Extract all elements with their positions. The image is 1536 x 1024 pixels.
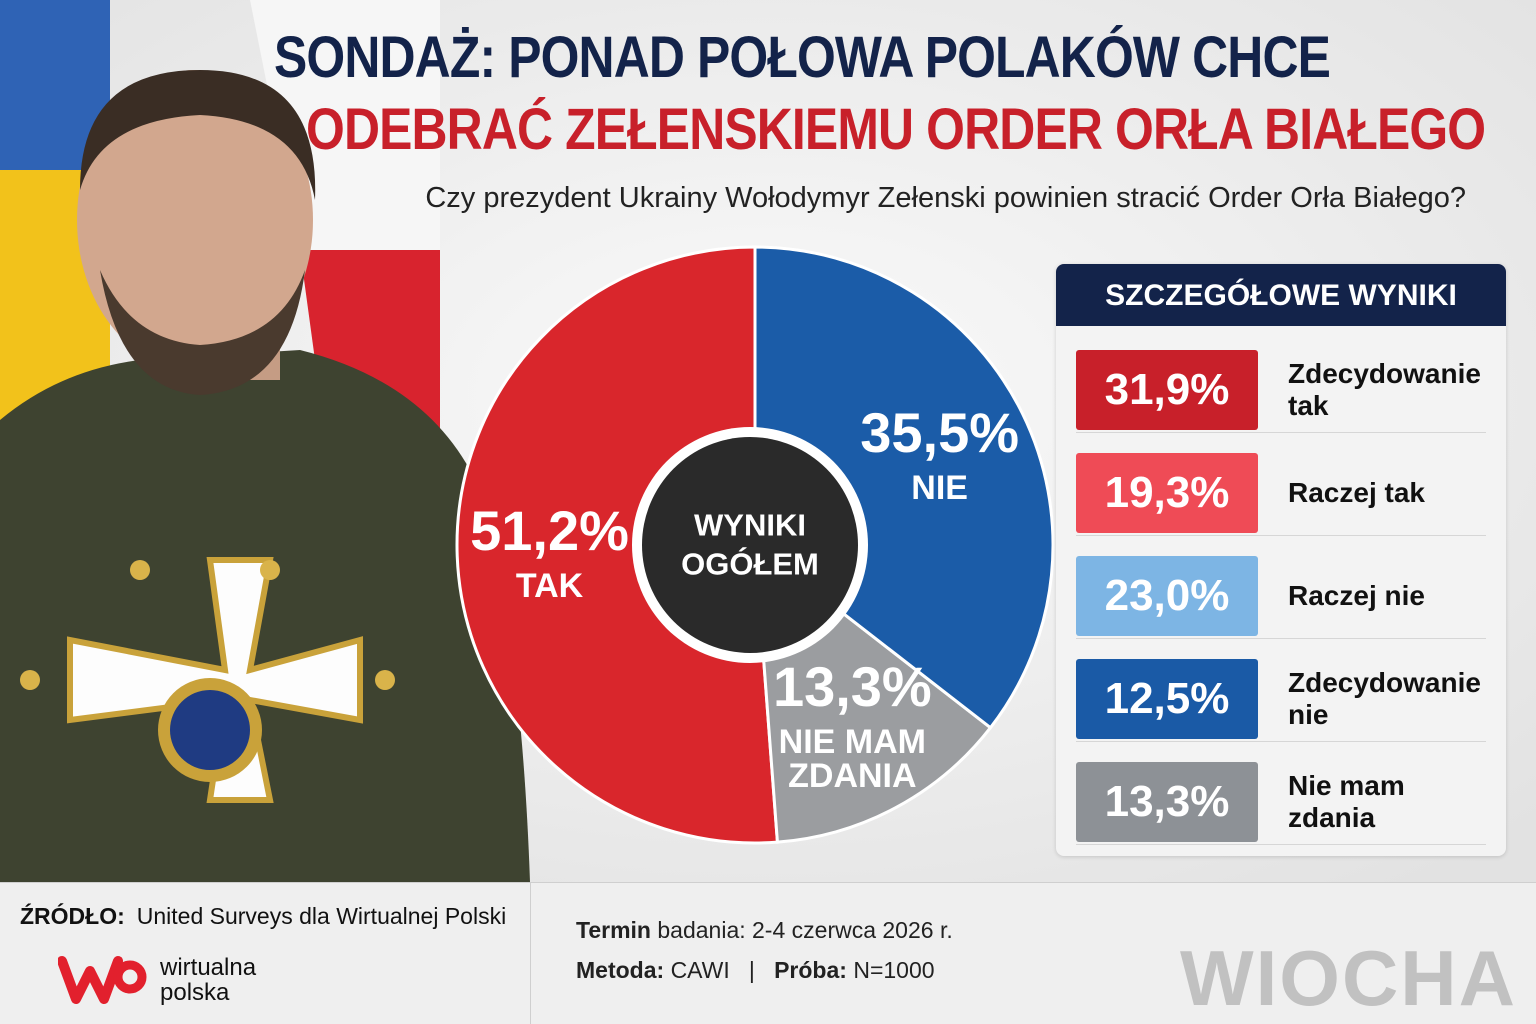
question: Czy prezydent Ukrainy Wołodymyr Zełenski… (425, 182, 1466, 214)
slice-value: 13,3% (772, 655, 932, 719)
pie-slice (753, 245, 1055, 730)
method-label: Metoda: (576, 957, 665, 983)
detail-value: 13,3% (1076, 762, 1258, 842)
center-label: WYNIKI OGÓŁEM (681, 507, 819, 581)
hair (80, 70, 316, 200)
source-label: ŹRÓDŁO: (20, 903, 125, 929)
detail-label: Nie mam zdania (1288, 769, 1405, 833)
slice-value: 35,5% (860, 400, 1020, 464)
source: ŹRÓDŁO: United Surveys dla Wirtualnej Pol… (20, 903, 506, 930)
beard (100, 270, 305, 395)
details-panel: SZCZEGÓŁOWE WYNIKI 31,9% Zdecydowanie tak… (1056, 264, 1506, 856)
slice-label: 35,5% NIE (830, 400, 1050, 507)
survey-date: Termin badania: 2-4 czerwca 2026 r. (576, 917, 953, 944)
detail-value: 19,3% (1076, 453, 1258, 533)
sample-text: N=1000 (853, 957, 935, 983)
detail-row: 31,9% Zdecydowanie tak (1076, 348, 1486, 433)
detail-row: 13,3% Nie mam zdania (1076, 760, 1486, 845)
wp-logo (58, 956, 147, 1004)
detail-label: Raczej tak (1288, 476, 1425, 508)
details-title: SZCZEGÓŁOWE WYNIKI (1056, 264, 1506, 326)
publisher-line: polska (160, 979, 230, 1007)
detail-row: 23,0% Raczej nie (1076, 554, 1486, 639)
slice-label: 13,3% NIE MAM ZDANIA (742, 655, 962, 796)
title-line-1: SONDAŻ: PONAD POŁOWA POLAKÓW CHCE (274, 25, 1331, 90)
date-text: badania: 2-4 czerwca 2026 r. (657, 917, 953, 943)
detail-row: 12,5% Zdecydowanie nie (1076, 657, 1486, 742)
medal (20, 557, 395, 803)
slice-value: 51,2% (470, 498, 629, 562)
detail-label: Zdecydowanie tak (1288, 357, 1481, 421)
detail-value: 23,0% (1076, 556, 1258, 636)
detail-value: 12,5% (1076, 659, 1258, 739)
detail-label: Zdecydowanie nie (1288, 666, 1481, 730)
slice-category: TAK (515, 566, 584, 605)
detail-row: 19,3% Raczej tak (1076, 451, 1486, 536)
publisher-line: wirtualna (160, 954, 257, 981)
detail-value: 31,9% (1076, 350, 1258, 430)
source-text: United Surveys dla Wirtualnej Polski (136, 903, 507, 929)
face (77, 70, 313, 370)
publisher: wirtualna polska (160, 954, 257, 1007)
slice-category: NIE (911, 468, 968, 507)
slice-label: 51,2% TAK (440, 498, 660, 605)
pie-chart (455, 245, 1055, 845)
pie-slice (455, 245, 780, 845)
slice-category: NIE MAM ZDANIA (778, 723, 926, 796)
survey-method: Metoda: CAWI | Próba: N=1000 (576, 957, 935, 983)
separator (530, 883, 531, 1024)
sample-label: Próba: (774, 957, 847, 983)
sweater (0, 350, 530, 882)
watermark: WIOCHA (1180, 934, 1517, 1022)
method-text: CAWI (670, 957, 730, 983)
footer: ŹRÓDŁO: United Surveys dla Wirtualnej Pol… (0, 882, 1536, 1024)
title-line-2: ODEBRAĆ ZEŁENSKIEMU ORDER ORŁA BIAŁEGO (306, 97, 1486, 162)
detail-label: Raczej nie (1288, 579, 1425, 611)
date-label: Termin (576, 917, 651, 943)
center-disc (642, 437, 858, 653)
